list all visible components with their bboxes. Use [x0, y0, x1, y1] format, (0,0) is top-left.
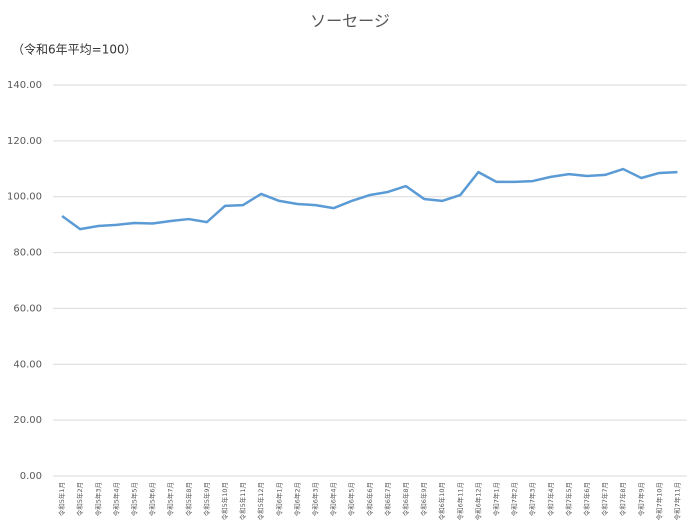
x-tick-label: 令和7年7月	[600, 482, 609, 516]
x-tick-label: 令和5年7月	[166, 482, 175, 516]
x-tick-label: 令和5年9月	[202, 482, 211, 516]
x-tick-label: 令和5年2月	[75, 482, 84, 516]
y-tick-label: 80.00	[13, 248, 42, 259]
x-tick-label: 令和7年4月	[546, 482, 555, 516]
x-tick-label: 令和5年6月	[148, 482, 157, 516]
x-tick-label: 令和7年2月	[510, 482, 519, 516]
x-tick-label: 令和6年3月	[310, 482, 319, 516]
data-line	[61, 167, 678, 231]
y-tick-label: 20.00	[13, 415, 42, 426]
x-tick-label: 令和5年5月	[129, 482, 138, 516]
x-tick-label: 令和6年5月	[347, 482, 356, 516]
x-tick-label: 令和6年2月	[292, 482, 301, 516]
x-tick-label: 令和6年11月	[455, 482, 464, 520]
x-tick-label: 令和5年8月	[184, 482, 193, 516]
x-tick-label: 令和5年11月	[238, 482, 247, 520]
x-tick-label: 令和7年5月	[564, 482, 573, 516]
y-tick-label: 40.00	[13, 359, 42, 370]
x-tick-label: 令和6年10月	[437, 482, 446, 520]
x-tick-label: 令和5年12月	[256, 482, 265, 520]
chart-title: ソーセージ	[310, 12, 390, 31]
x-tick-label: 令和5年10月	[220, 482, 229, 520]
y-tick-label: 60.00	[13, 303, 42, 314]
x-tick-label: 令和7年1月	[491, 482, 500, 516]
x-tick-label: 令和6年6月	[365, 482, 374, 516]
x-tick-label: 令和5年4月	[111, 482, 120, 516]
y-tick-label: 120.00	[7, 136, 42, 147]
x-tick-label: 令和7年6月	[582, 482, 591, 516]
x-tick-label: 令和6年1月	[274, 482, 283, 516]
x-tick-label: 令和6年12月	[473, 482, 482, 520]
x-tick-label: 令和6年8月	[401, 482, 410, 516]
x-tick-label: 令和6年9月	[419, 482, 428, 516]
x-tick-label: 令和7年3月	[528, 482, 537, 516]
x-tick-label: 令和5年1月	[57, 482, 66, 516]
chart-subtitle: （令和6年平均=100）	[12, 42, 137, 57]
x-tick-label: 令和6年4月	[329, 482, 338, 516]
x-tick-label: 令和7年9月	[636, 482, 645, 516]
x-tick-label: 令和7年10月	[654, 482, 663, 520]
y-tick-label: 0.00	[20, 471, 42, 482]
x-tick-label: 令和7年8月	[618, 482, 627, 516]
x-tick-label: 令和7年11月	[672, 482, 681, 520]
x-tick-label: 令和5年3月	[93, 482, 102, 516]
y-tick-label: 100.00	[7, 192, 42, 203]
x-tick-label: 令和6年7月	[383, 482, 392, 516]
y-tick-label: 140.00	[7, 80, 42, 91]
